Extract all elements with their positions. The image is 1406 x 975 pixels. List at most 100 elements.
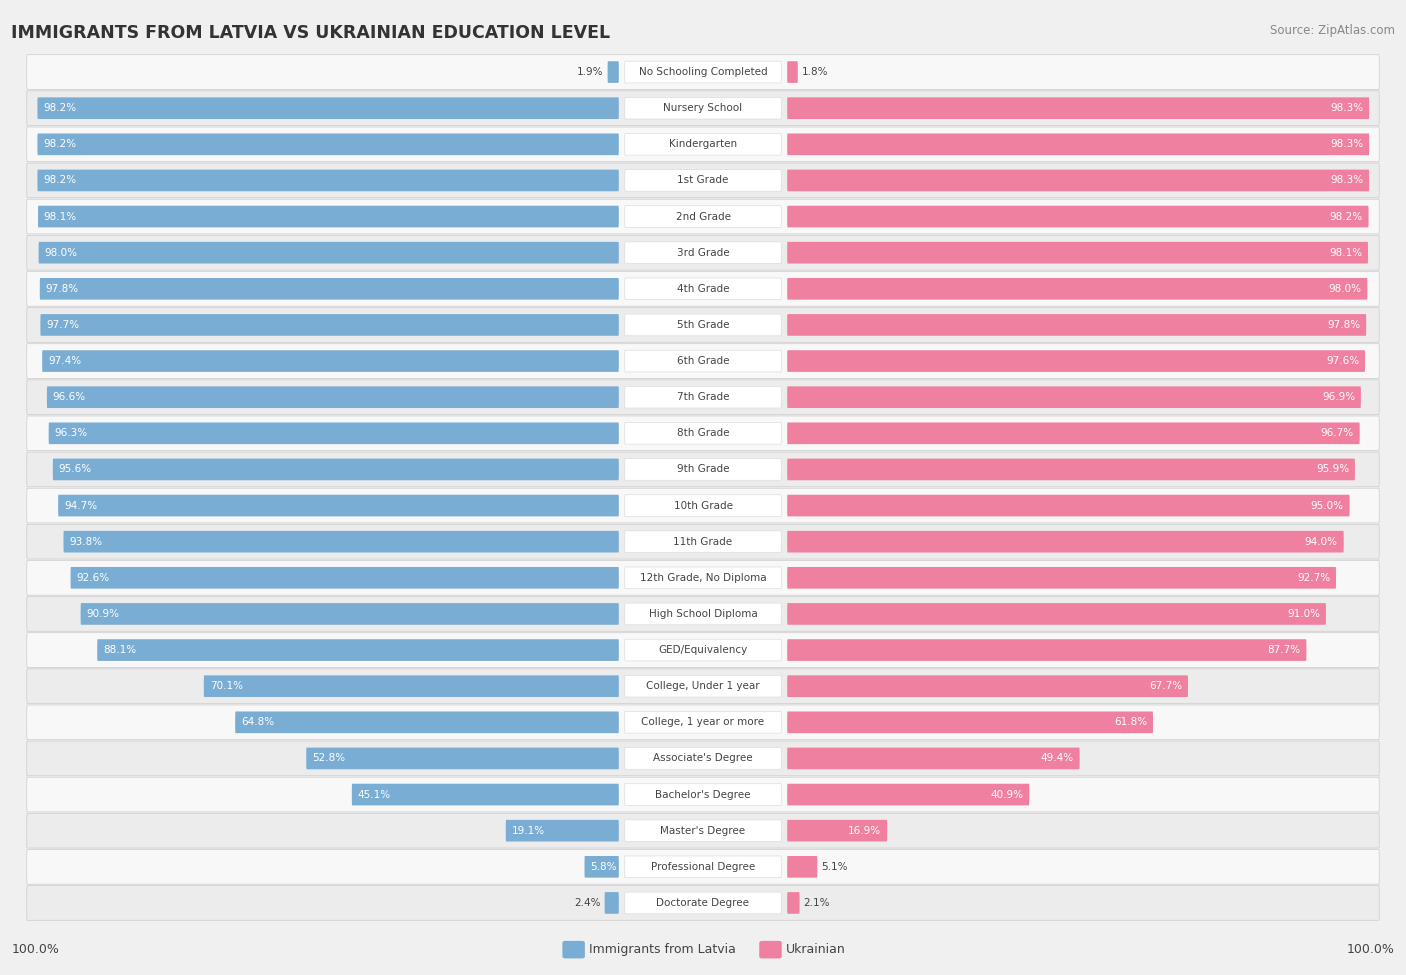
Text: 11th Grade: 11th Grade xyxy=(673,536,733,547)
FancyBboxPatch shape xyxy=(38,206,619,227)
FancyBboxPatch shape xyxy=(27,885,1379,920)
FancyBboxPatch shape xyxy=(624,820,782,841)
FancyBboxPatch shape xyxy=(27,741,1379,776)
FancyBboxPatch shape xyxy=(787,278,1368,299)
FancyBboxPatch shape xyxy=(49,422,619,445)
FancyBboxPatch shape xyxy=(787,206,1368,227)
FancyBboxPatch shape xyxy=(787,892,800,914)
Text: 2.1%: 2.1% xyxy=(803,898,830,908)
FancyBboxPatch shape xyxy=(624,242,782,263)
Text: 92.6%: 92.6% xyxy=(76,573,110,583)
Text: 16.9%: 16.9% xyxy=(848,826,882,836)
FancyBboxPatch shape xyxy=(787,242,1368,263)
FancyBboxPatch shape xyxy=(39,278,619,299)
FancyBboxPatch shape xyxy=(787,856,817,878)
FancyBboxPatch shape xyxy=(38,134,619,155)
FancyBboxPatch shape xyxy=(27,55,1379,90)
FancyBboxPatch shape xyxy=(38,242,619,263)
FancyBboxPatch shape xyxy=(38,170,619,191)
Text: Immigrants from Latvia: Immigrants from Latvia xyxy=(589,943,735,956)
FancyBboxPatch shape xyxy=(624,170,782,191)
FancyBboxPatch shape xyxy=(624,350,782,371)
FancyBboxPatch shape xyxy=(27,777,1379,812)
Text: 49.4%: 49.4% xyxy=(1040,754,1074,763)
FancyBboxPatch shape xyxy=(624,98,782,119)
Text: 88.1%: 88.1% xyxy=(103,645,136,655)
FancyBboxPatch shape xyxy=(58,494,619,517)
Text: 93.8%: 93.8% xyxy=(69,536,103,547)
FancyBboxPatch shape xyxy=(27,525,1379,559)
FancyBboxPatch shape xyxy=(624,134,782,155)
FancyBboxPatch shape xyxy=(42,350,619,371)
FancyBboxPatch shape xyxy=(53,458,619,481)
Text: Source: ZipAtlas.com: Source: ZipAtlas.com xyxy=(1270,24,1395,37)
Text: 94.0%: 94.0% xyxy=(1305,536,1339,547)
Text: 1.9%: 1.9% xyxy=(578,67,603,77)
FancyBboxPatch shape xyxy=(787,61,797,83)
Text: 2nd Grade: 2nd Grade xyxy=(675,212,731,221)
FancyBboxPatch shape xyxy=(624,278,782,299)
Text: 98.1%: 98.1% xyxy=(1329,248,1362,257)
FancyBboxPatch shape xyxy=(624,314,782,335)
Text: 94.7%: 94.7% xyxy=(65,500,97,511)
FancyBboxPatch shape xyxy=(27,561,1379,595)
FancyBboxPatch shape xyxy=(38,98,619,119)
Text: 2.4%: 2.4% xyxy=(574,898,600,908)
Text: No Schooling Completed: No Schooling Completed xyxy=(638,67,768,77)
FancyBboxPatch shape xyxy=(787,170,1369,191)
FancyBboxPatch shape xyxy=(27,705,1379,740)
FancyBboxPatch shape xyxy=(27,235,1379,270)
FancyBboxPatch shape xyxy=(63,530,619,553)
FancyBboxPatch shape xyxy=(605,892,619,914)
FancyBboxPatch shape xyxy=(624,458,782,481)
Text: IMMIGRANTS FROM LATVIA VS UKRAINIAN EDUCATION LEVEL: IMMIGRANTS FROM LATVIA VS UKRAINIAN EDUC… xyxy=(11,24,610,42)
FancyBboxPatch shape xyxy=(97,640,619,661)
Text: 95.0%: 95.0% xyxy=(1310,500,1344,511)
Text: 96.3%: 96.3% xyxy=(55,428,87,439)
Text: Nursery School: Nursery School xyxy=(664,103,742,113)
FancyBboxPatch shape xyxy=(27,488,1379,523)
Text: Master's Degree: Master's Degree xyxy=(661,826,745,836)
Text: 64.8%: 64.8% xyxy=(240,718,274,727)
Text: 98.3%: 98.3% xyxy=(1330,176,1364,185)
Text: 97.8%: 97.8% xyxy=(45,284,79,293)
FancyBboxPatch shape xyxy=(787,458,1355,481)
Text: 67.7%: 67.7% xyxy=(1149,682,1182,691)
Text: 92.7%: 92.7% xyxy=(1298,573,1330,583)
Text: 97.6%: 97.6% xyxy=(1326,356,1360,366)
Text: Professional Degree: Professional Degree xyxy=(651,862,755,872)
FancyBboxPatch shape xyxy=(787,712,1153,733)
Text: 61.8%: 61.8% xyxy=(1114,718,1147,727)
FancyBboxPatch shape xyxy=(27,849,1379,884)
Text: 95.6%: 95.6% xyxy=(59,464,91,475)
Text: 91.0%: 91.0% xyxy=(1286,609,1320,619)
Text: 5.1%: 5.1% xyxy=(821,862,848,872)
Text: 5th Grade: 5th Grade xyxy=(676,320,730,330)
FancyBboxPatch shape xyxy=(624,892,782,914)
Text: 98.0%: 98.0% xyxy=(45,248,77,257)
Text: 97.7%: 97.7% xyxy=(46,320,79,330)
FancyBboxPatch shape xyxy=(27,813,1379,848)
FancyBboxPatch shape xyxy=(787,676,1188,697)
FancyBboxPatch shape xyxy=(624,386,782,408)
Text: Doctorate Degree: Doctorate Degree xyxy=(657,898,749,908)
Text: 52.8%: 52.8% xyxy=(312,754,346,763)
FancyBboxPatch shape xyxy=(506,820,619,841)
Text: 96.7%: 96.7% xyxy=(1320,428,1354,439)
FancyBboxPatch shape xyxy=(27,163,1379,198)
FancyBboxPatch shape xyxy=(27,380,1379,414)
FancyBboxPatch shape xyxy=(624,856,782,878)
Text: 19.1%: 19.1% xyxy=(512,826,544,836)
Text: 5.8%: 5.8% xyxy=(591,862,617,872)
FancyBboxPatch shape xyxy=(787,820,887,841)
FancyBboxPatch shape xyxy=(204,676,619,697)
FancyBboxPatch shape xyxy=(787,640,1306,661)
Text: 1st Grade: 1st Grade xyxy=(678,176,728,185)
Text: 10th Grade: 10th Grade xyxy=(673,500,733,511)
Text: College, 1 year or more: College, 1 year or more xyxy=(641,718,765,727)
FancyBboxPatch shape xyxy=(787,386,1361,408)
FancyBboxPatch shape xyxy=(787,494,1350,517)
FancyBboxPatch shape xyxy=(624,494,782,517)
Text: 3rd Grade: 3rd Grade xyxy=(676,248,730,257)
FancyBboxPatch shape xyxy=(27,344,1379,378)
